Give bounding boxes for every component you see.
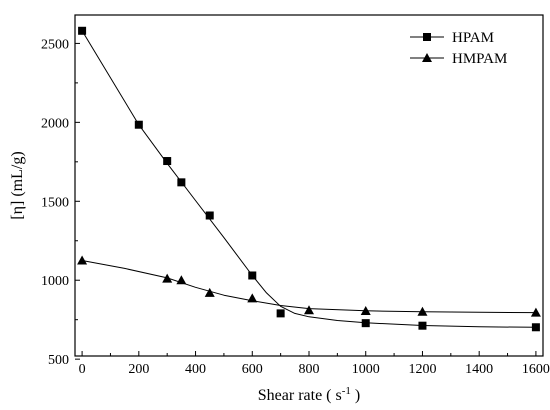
y-tick-label: 2500 — [41, 37, 69, 52]
legend-marker — [422, 53, 432, 62]
data-point-hmpam — [176, 275, 187, 285]
legend-label-hmpam: HMPAM — [452, 51, 507, 67]
data-point-hmpam — [77, 255, 88, 265]
data-point-hpam — [78, 26, 87, 35]
data-point-hmpam — [204, 287, 215, 297]
data-point-hpam — [248, 271, 257, 280]
data-point-hmpam — [304, 305, 314, 315]
data-point-hpam — [177, 178, 186, 187]
x-axis-title-end: ) — [351, 387, 360, 404]
legend-marker — [423, 33, 431, 41]
data-point-hpam — [531, 323, 540, 332]
x-tick-label: 1400 — [465, 362, 493, 377]
series-hmpam — [77, 255, 541, 317]
data-point-hpam — [134, 120, 143, 129]
data-point-hmpam — [530, 307, 541, 317]
data-point-hpam — [361, 319, 370, 328]
x-tick-label: 600 — [242, 362, 263, 377]
data-point-hmpam — [247, 293, 258, 303]
x-axis-title: Shear rate ( s-1 ) — [258, 385, 360, 404]
y-tick-label: 2000 — [41, 116, 69, 131]
x-tick-label: 1200 — [408, 362, 436, 377]
series-line-hmpam — [82, 260, 536, 314]
data-point-hmpam — [417, 306, 428, 316]
x-tick-label: 200 — [128, 362, 149, 377]
y-axis-title: [η] (mL/g) — [9, 151, 26, 219]
x-tick-label: 800 — [299, 362, 320, 377]
legend-label-hpam: HPAM — [452, 30, 494, 46]
legend-item-hmpam: HMPAM — [410, 51, 507, 67]
series-hpam — [78, 26, 540, 332]
data-point-hmpam — [162, 273, 173, 283]
x-tick-label: 1600 — [522, 362, 550, 377]
y-tick-label: 1000 — [41, 274, 69, 289]
x-tick-label: 0 — [79, 362, 86, 377]
data-point-hpam — [163, 157, 172, 166]
legend-item-hpam: HPAM — [410, 30, 494, 46]
series-line-hpam — [81, 30, 536, 328]
data-point-hpam — [418, 321, 427, 330]
data-point-hpam — [205, 211, 214, 220]
data-point-hmpam — [360, 306, 371, 316]
y-tick-label: 1500 — [41, 195, 69, 210]
x-axis-title-main: Shear rate ( s — [258, 387, 342, 404]
data-point-hpam — [276, 309, 285, 318]
x-axis-title-superscript: -1 — [342, 385, 351, 397]
y-tick-label: 500 — [48, 353, 69, 368]
x-tick-label: 1000 — [352, 362, 380, 377]
x-tick-label: 400 — [185, 362, 206, 377]
